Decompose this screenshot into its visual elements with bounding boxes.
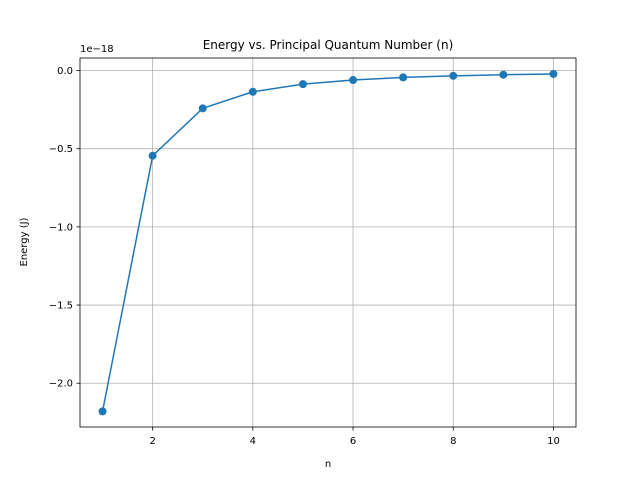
data-point <box>298 80 307 89</box>
x-tick-label: 2 <box>149 436 155 447</box>
plot-frame <box>79 57 577 428</box>
x-axis: 2 4 6 8 10 <box>149 427 560 447</box>
x-axis-label: n <box>325 459 331 470</box>
x-tick-label: 6 <box>350 436 356 447</box>
grid <box>80 58 576 427</box>
data-point <box>499 70 508 79</box>
y-tick-label: 0.0 <box>57 66 73 77</box>
y-axis: 0.0 −0.5 −1.0 −1.5 −2.0 <box>49 66 80 390</box>
chart-title: Energy vs. Principal Quantum Number (n) <box>203 38 454 52</box>
y-axis-offset-label: 1e−18 <box>80 44 114 55</box>
x-tick-label: 10 <box>547 436 560 447</box>
y-tick-label: −2.0 <box>49 379 73 390</box>
y-axis-label: Energy (J) <box>19 217 30 266</box>
y-tick-label: −1.0 <box>49 222 73 233</box>
data-point <box>549 69 558 78</box>
data-point <box>449 71 458 80</box>
series-layer <box>98 69 558 416</box>
x-tick-label: 4 <box>250 436 256 447</box>
x-tick-label: 8 <box>450 436 456 447</box>
data-point <box>349 76 358 85</box>
data-point <box>198 104 207 113</box>
series-line <box>101 73 554 412</box>
data-point <box>148 151 157 160</box>
data-point <box>399 73 408 82</box>
data-point <box>248 87 257 96</box>
y-tick-label: −1.5 <box>49 301 73 312</box>
data-point <box>98 407 107 416</box>
y-tick-label: −0.5 <box>49 144 73 155</box>
